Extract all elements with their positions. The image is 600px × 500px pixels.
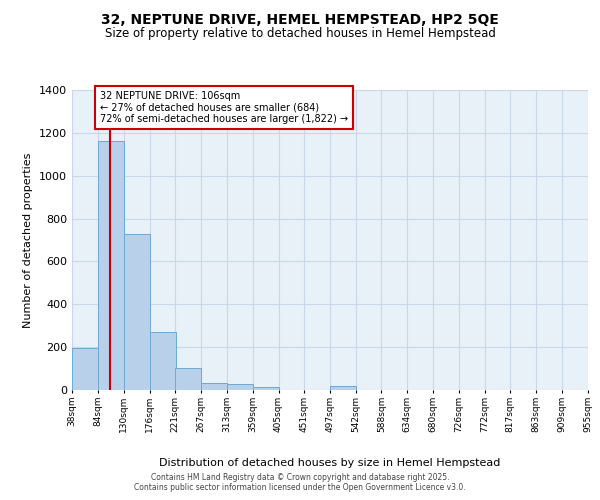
Text: Size of property relative to detached houses in Hemel Hempstead: Size of property relative to detached ho… [104,28,496,40]
Text: 32, NEPTUNE DRIVE, HEMEL HEMPSTEAD, HP2 5QE: 32, NEPTUNE DRIVE, HEMEL HEMPSTEAD, HP2 … [101,12,499,26]
Bar [253,387,278,390]
Bar [124,234,149,390]
Bar [72,348,98,390]
Text: Contains HM Land Registry data © Crown copyright and database right 2025.
Contai: Contains HM Land Registry data © Crown c… [134,473,466,492]
Text: 32 NEPTUNE DRIVE: 106sqm
← 27% of detached houses are smaller (684)
72% of semi-: 32 NEPTUNE DRIVE: 106sqm ← 27% of detach… [100,91,348,124]
Bar [98,142,124,390]
Y-axis label: Number of detached properties: Number of detached properties [23,152,34,328]
Bar [201,382,227,390]
Bar [227,384,253,390]
Bar [149,332,176,390]
Text: Distribution of detached houses by size in Hemel Hempstead: Distribution of detached houses by size … [160,458,500,468]
Bar [175,368,201,390]
Bar [330,386,356,390]
